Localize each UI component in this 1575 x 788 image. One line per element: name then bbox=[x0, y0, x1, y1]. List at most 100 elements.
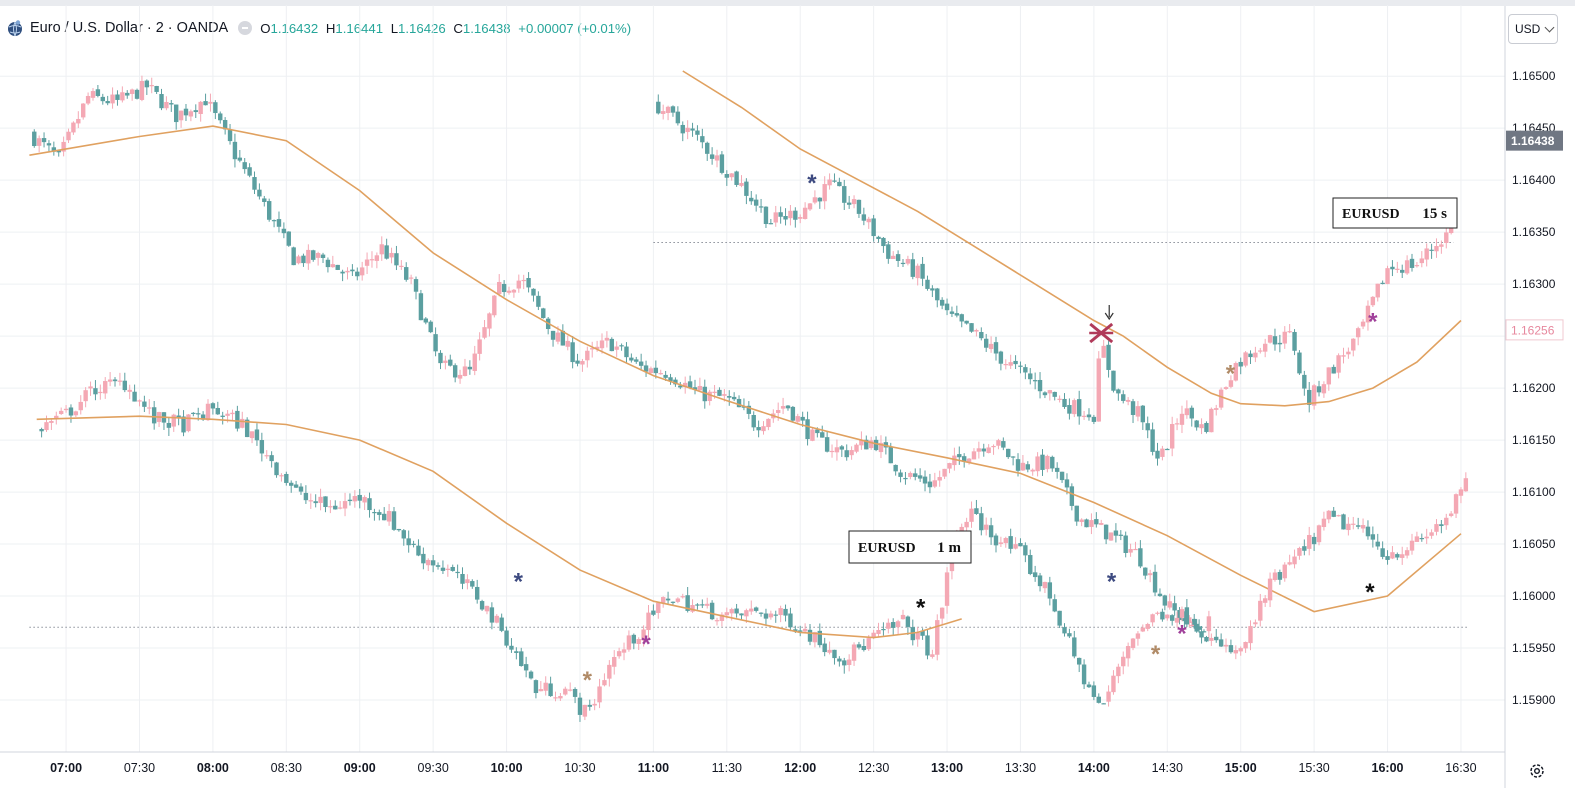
candle-body bbox=[881, 237, 886, 247]
candle-body bbox=[976, 448, 982, 452]
candle-body bbox=[330, 264, 336, 268]
candle-body bbox=[798, 630, 803, 632]
candle-body bbox=[741, 406, 747, 408]
candle-body bbox=[1045, 455, 1050, 470]
candle-body bbox=[1086, 414, 1092, 418]
candle-body bbox=[137, 400, 142, 402]
candle-body bbox=[749, 608, 754, 612]
candle-body bbox=[1194, 420, 1199, 428]
candle-body bbox=[1050, 456, 1055, 469]
candle-body bbox=[827, 179, 832, 186]
candle-body bbox=[763, 206, 769, 225]
candle-body bbox=[957, 454, 962, 458]
candle-body bbox=[1206, 616, 1212, 632]
candle-body bbox=[580, 361, 585, 365]
globe-logo-icon[interactable] bbox=[6, 19, 24, 37]
candle-body bbox=[1013, 544, 1018, 549]
candle-body bbox=[401, 530, 406, 539]
candle-body bbox=[886, 622, 891, 629]
candle-body bbox=[959, 314, 964, 322]
candle-body bbox=[1223, 644, 1229, 647]
candle-body bbox=[832, 649, 837, 659]
candle-body bbox=[1040, 454, 1045, 470]
candle-body bbox=[117, 380, 123, 382]
candle-body bbox=[538, 689, 544, 692]
candle-body bbox=[952, 455, 957, 466]
candle-body bbox=[484, 605, 490, 612]
candle-body bbox=[832, 180, 837, 182]
candle-body bbox=[271, 220, 277, 222]
candle-body bbox=[1297, 548, 1302, 556]
candle-body bbox=[254, 429, 260, 441]
candle-body bbox=[851, 644, 857, 661]
candle-body bbox=[700, 136, 705, 143]
candle-body bbox=[856, 199, 862, 214]
candle-body bbox=[262, 198, 267, 202]
candle-body bbox=[63, 408, 69, 411]
candle-body bbox=[296, 256, 301, 264]
candle-body bbox=[477, 339, 482, 354]
candle-body bbox=[636, 639, 641, 645]
candle-body bbox=[279, 475, 284, 477]
candle-body bbox=[895, 254, 901, 261]
candle-body bbox=[244, 419, 250, 438]
candle-body bbox=[386, 510, 392, 522]
candle-body bbox=[788, 210, 793, 219]
candle-body bbox=[920, 630, 925, 636]
candle-body bbox=[1076, 657, 1082, 665]
candle-body bbox=[467, 366, 473, 370]
candle-body bbox=[656, 602, 661, 613]
candle-body bbox=[1006, 448, 1011, 458]
candle-body bbox=[1365, 526, 1371, 537]
candle-body bbox=[592, 703, 597, 706]
candle-body bbox=[88, 386, 93, 389]
candle-body bbox=[746, 405, 752, 414]
symbol-title[interactable]: Euro / U.S. Dollar · 2 · OANDA bbox=[30, 20, 229, 36]
candle-body bbox=[773, 212, 778, 223]
candle-body bbox=[487, 313, 492, 329]
candle-body bbox=[1032, 380, 1038, 382]
candle-body bbox=[528, 671, 534, 679]
current-price-label: 1.16438 bbox=[1511, 134, 1555, 148]
candle-body bbox=[1302, 374, 1307, 389]
candle-body bbox=[1182, 618, 1187, 622]
candle-body bbox=[778, 212, 783, 217]
settings-button[interactable] bbox=[1526, 760, 1548, 782]
candle-body bbox=[935, 288, 940, 301]
open-label: O bbox=[260, 20, 271, 36]
candle-body bbox=[670, 601, 676, 603]
candle-body bbox=[974, 329, 979, 332]
candle-body bbox=[49, 421, 54, 423]
candle-body bbox=[120, 92, 125, 101]
candle-body bbox=[276, 219, 282, 227]
collapse-button[interactable] bbox=[238, 21, 253, 35]
currency-dropdown[interactable]: USD bbox=[1508, 14, 1558, 44]
y-axis[interactable]: 1.15900 1.15950 1.16000 1.16050 1.16100 1.161… bbox=[1512, 69, 1556, 707]
candle-body bbox=[1081, 664, 1087, 685]
candle-body bbox=[266, 201, 272, 220]
candle-body bbox=[1057, 610, 1062, 626]
x-tick-label: 15:00 bbox=[1225, 761, 1257, 775]
candle-body bbox=[181, 416, 186, 433]
candle-body bbox=[1321, 384, 1327, 394]
candle-body bbox=[888, 446, 893, 464]
candle-body bbox=[697, 385, 703, 391]
candle-body bbox=[612, 657, 617, 667]
candle-body bbox=[607, 664, 612, 679]
signal-marker: * bbox=[1107, 568, 1117, 595]
candle-body bbox=[147, 407, 152, 409]
x-axis[interactable]: 07:00 07:30 08:00 08:30 09:00 09:30 10:00 10:30… bbox=[50, 761, 1477, 775]
y-tick-label: 1.16300 bbox=[1512, 277, 1556, 291]
candle-body bbox=[41, 138, 47, 143]
candle-body bbox=[1084, 519, 1089, 528]
candle-body bbox=[871, 218, 876, 237]
x-tick-label: 07:00 bbox=[50, 761, 82, 775]
y-tick-label: 1.16100 bbox=[1512, 485, 1556, 499]
candle-body bbox=[722, 394, 727, 396]
candle-body bbox=[905, 616, 911, 627]
candle-body bbox=[939, 607, 945, 619]
candle-body bbox=[455, 571, 460, 574]
candle-body bbox=[839, 446, 845, 450]
y-tick-label: 1.16450 bbox=[1512, 121, 1556, 135]
